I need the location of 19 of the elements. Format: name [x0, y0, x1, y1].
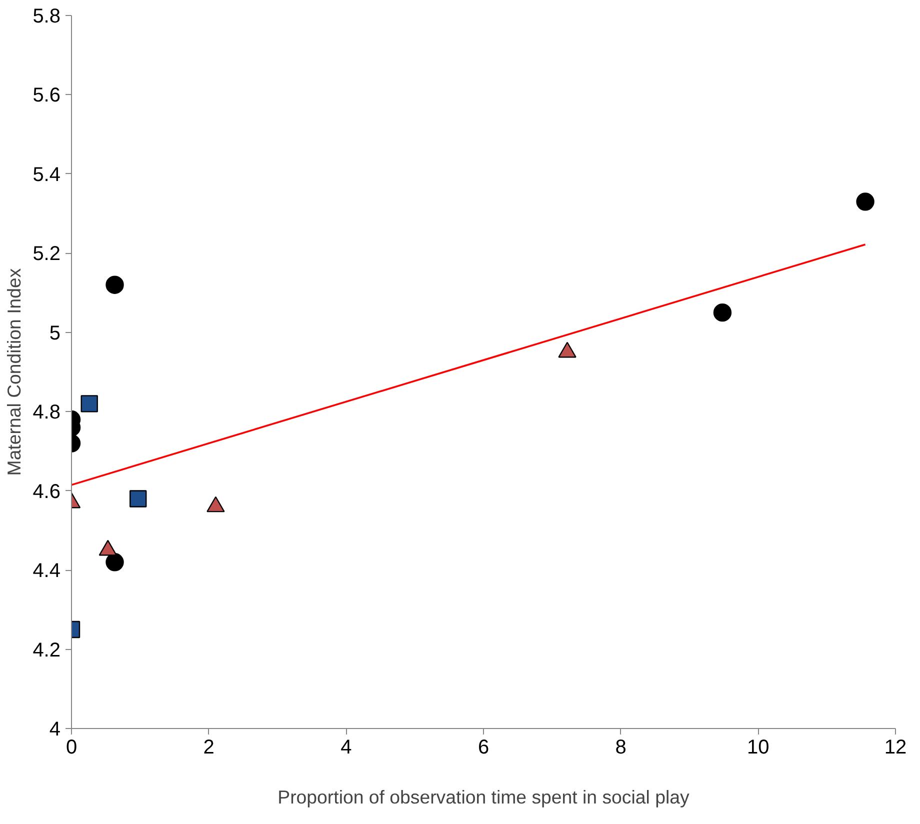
x-tick-label: 8 [615, 736, 626, 758]
x-tick-label: 10 [747, 736, 770, 758]
y-tick-label: 5.6 [32, 84, 61, 107]
y-tick-label: 5.2 [32, 243, 61, 266]
x-tick-label: 12 [884, 736, 907, 758]
y-tick-label: 5 [49, 322, 60, 344]
y-axis-title: Maternal Condition Index [4, 268, 25, 476]
y-tick-label: 4.8 [32, 402, 61, 424]
x-tick-label: 4 [340, 736, 352, 758]
x-tick-label: 6 [478, 736, 490, 758]
y-tick-label: 4.2 [32, 639, 61, 662]
y-tick-label: 5.8 [32, 6, 61, 28]
x-tick-label: 0 [66, 736, 78, 758]
y-tick-label: 4 [49, 718, 60, 740]
y-tick-label: 4.6 [32, 480, 61, 503]
x-tick-label: 2 [203, 736, 214, 758]
y-tick-label: 5.4 [32, 164, 61, 186]
x-axis-title: Proportion of observation time spent in social play [278, 786, 690, 808]
y-tick-label: 4.4 [32, 560, 61, 582]
